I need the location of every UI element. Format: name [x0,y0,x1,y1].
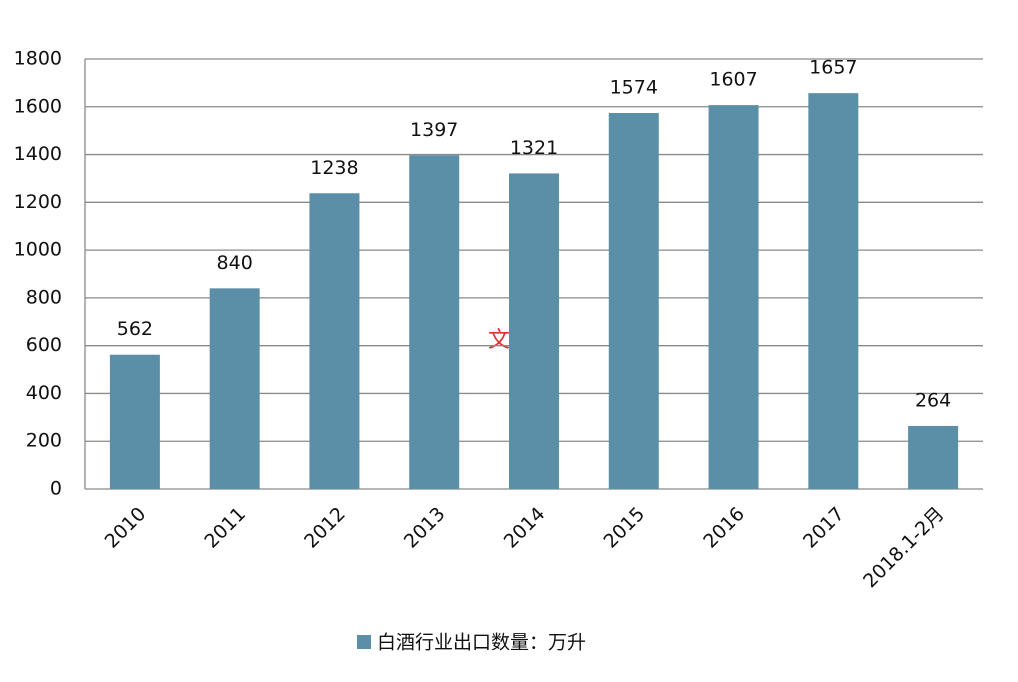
x-tick-label: 2012 [300,503,350,553]
x-tick-label: 2015 [599,503,649,553]
y-tick-label: 600 [26,334,62,356]
x-tick-label: 2013 [400,503,450,553]
x-tick-label: 2016 [699,503,749,553]
bar [309,193,360,489]
x-tick-label: 2011 [200,503,250,553]
bar [808,93,859,490]
y-tick-label: 0 [50,478,62,500]
bar [209,288,260,489]
value-label: 1397 [410,119,458,141]
legend-label: 白酒行业出口数量：万升 [377,632,586,654]
y-tick-label: 800 [26,286,62,308]
value-label: 562 [117,318,153,340]
x-tick-label: 2018.1-2月 [859,503,948,592]
value-label: 1607 [709,69,757,91]
x-tick-label: 2010 [101,503,151,553]
legend-swatch [357,635,371,649]
y-tick-label: 200 [26,430,62,452]
value-label: 1321 [510,137,558,159]
value-label: 1657 [809,57,857,79]
bar [509,173,559,489]
value-label: 264 [915,389,951,411]
y-tick-label: 1200 [14,191,62,213]
y-tick-label: 1400 [14,143,62,165]
y-tick-label: 1000 [14,239,62,261]
x-tick-label: 2017 [799,503,849,553]
x-tick-label: 2014 [500,503,550,553]
bar [608,112,659,489]
bar [109,354,160,489]
y-tick-label: 1800 [14,48,62,70]
value-label: 1574 [610,76,658,98]
bar [908,425,959,489]
bar [409,155,460,489]
bar [708,105,759,489]
y-tick-label: 400 [26,382,62,404]
value-label: 1238 [310,157,358,179]
y-tick-label: 1600 [14,95,62,117]
value-label: 840 [217,252,253,274]
